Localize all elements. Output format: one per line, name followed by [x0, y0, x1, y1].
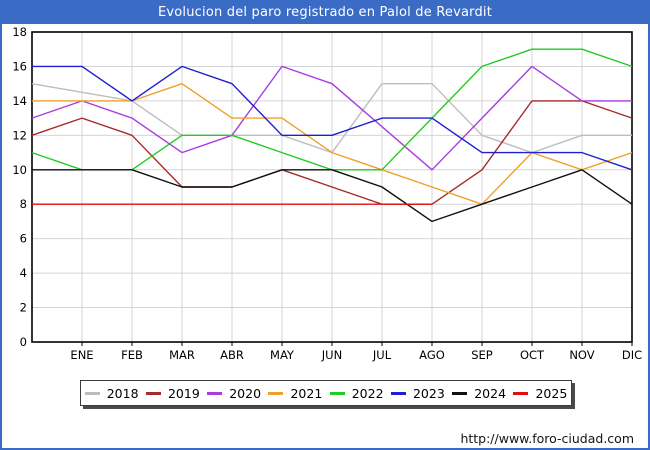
x-tick-label: ABR	[220, 348, 244, 362]
x-tick-label: OCT	[520, 348, 545, 362]
legend-color-dash	[390, 391, 406, 395]
y-tick-label: 12	[12, 128, 27, 142]
legend-color-dash	[268, 391, 284, 395]
y-tick-label: 14	[12, 94, 27, 108]
x-tick-label: ENE	[70, 348, 93, 362]
x-tick-label: JUN	[321, 348, 342, 362]
legend-color-dash	[145, 391, 161, 395]
y-tick-label: 6	[20, 232, 27, 246]
x-tick-label: AGO	[419, 348, 445, 362]
chart-line-2019	[31, 100, 633, 205]
x-tick-label: FEB	[121, 348, 143, 362]
chart-title: Evolucion del paro registrado en Palol d…	[2, 2, 648, 24]
y-tick-label: 0	[20, 335, 27, 349]
x-tick-label: MAR	[169, 348, 195, 362]
legend-label: 2020	[229, 385, 262, 401]
y-tick-label: 18	[12, 25, 27, 39]
legend-color-dash	[84, 391, 100, 395]
x-tick-label: DIC	[622, 348, 642, 362]
legend-label: 2019	[167, 385, 200, 401]
legend-label: 2022	[351, 385, 384, 401]
legend-color-dash	[329, 391, 345, 395]
legend-item-2024: 2024	[452, 386, 506, 401]
legend-label: 2018	[106, 385, 139, 401]
x-tick-label: SEP	[471, 348, 493, 362]
legend: 2018 2019 2020 2021 2022 2023 2024 2025	[80, 380, 572, 406]
legend-color-dash	[513, 391, 529, 395]
x-tick-label: JUL	[372, 348, 392, 362]
y-tick-label: 4	[20, 266, 27, 280]
chart-line-2024	[32, 169, 633, 223]
legend-color-dash	[207, 391, 223, 395]
legend-label: 2023	[412, 385, 445, 401]
y-tick-label: 2	[20, 301, 27, 315]
legend-label: 2025	[535, 385, 568, 401]
legend-item-2018: 2018	[84, 385, 139, 401]
y-tick-label: 10	[12, 163, 27, 177]
legend-item-2025: 2025	[513, 386, 567, 401]
chart-line-2023	[32, 65, 633, 171]
footer-url[interactable]: http://www.foro-ciudad.com	[460, 431, 634, 446]
x-tick-label: MAY	[270, 348, 295, 362]
legend-item-2023: 2023	[390, 385, 445, 401]
legend-item-2019: 2019	[145, 385, 200, 401]
legend-item-2022: 2022	[329, 385, 384, 401]
legend-label: 2024	[474, 385, 507, 401]
legend-label: 2021	[290, 385, 323, 401]
y-tick-label: 16	[12, 59, 27, 73]
x-tick-label: NOV	[569, 348, 594, 362]
legend-item-2020: 2020	[207, 386, 261, 401]
legend-color-dash	[452, 391, 468, 395]
legend-item-2021: 2021	[268, 386, 322, 401]
chart-line-2020	[31, 65, 632, 171]
y-tick-label: 8	[20, 197, 27, 211]
